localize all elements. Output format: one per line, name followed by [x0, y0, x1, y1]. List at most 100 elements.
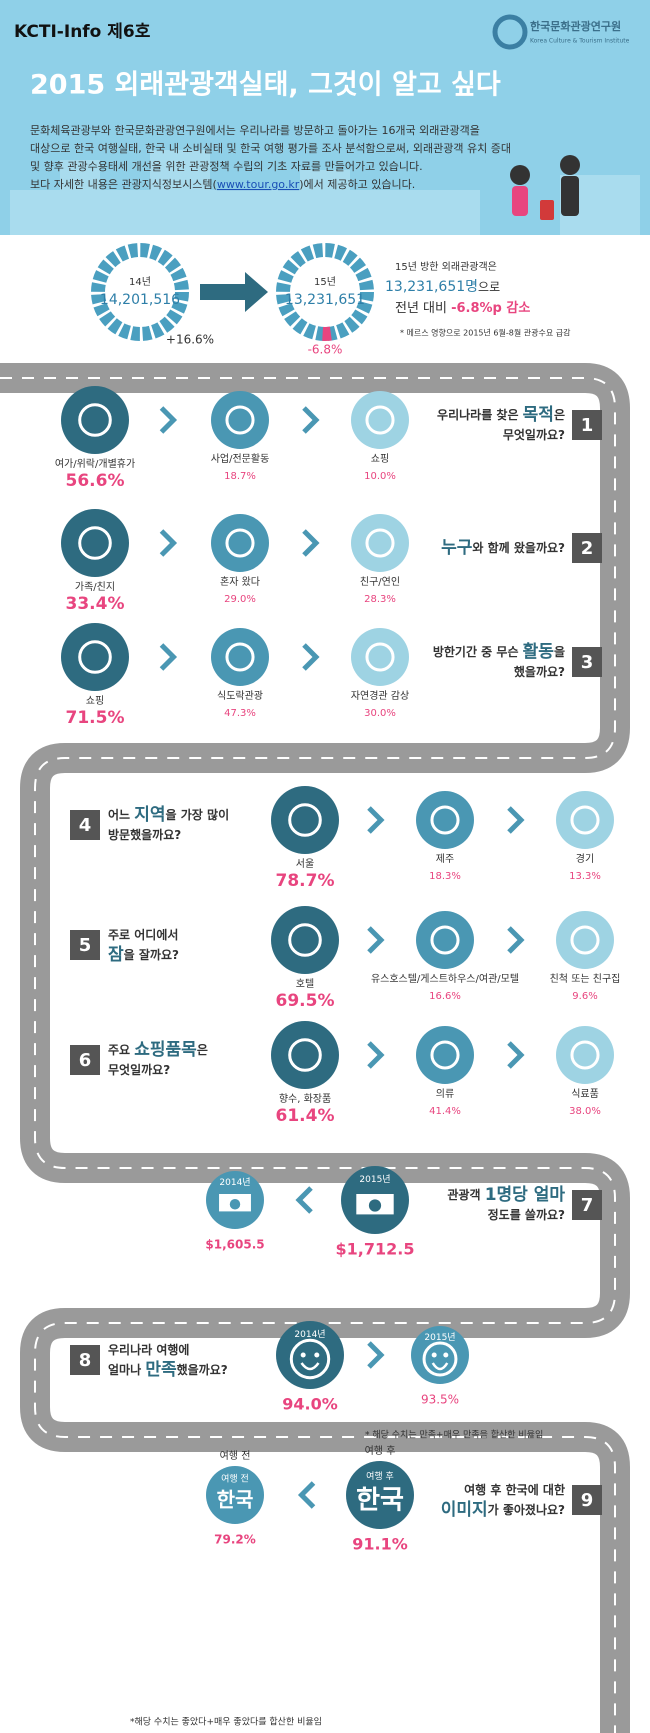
link[interactable]: www.tour.go.kr [217, 178, 300, 191]
question-text: 주로 어디에서 [108, 927, 178, 942]
badge: KCTI-Info 제6호 [14, 22, 151, 42]
icon [211, 514, 269, 572]
eye [314, 1352, 320, 1358]
icon-glyph [78, 403, 112, 437]
item-label: 여가/위락/개별휴가 [55, 457, 135, 470]
item-value: 91.1% [352, 1535, 408, 1554]
icon [351, 628, 409, 686]
item-label: 친척 또는 친구집 [550, 973, 621, 985]
question-line: 어느 지역을 가장 많이 [108, 805, 229, 825]
question-em: 활동 [523, 641, 555, 662]
item-value: 28.3% [364, 594, 396, 605]
change: -6.8% [308, 343, 343, 357]
icon-glyph [225, 405, 255, 435]
item-label: 여행 후 [365, 1445, 396, 1457]
eye [431, 1352, 437, 1358]
icon [351, 514, 409, 572]
item-value: 93.5% [421, 1393, 459, 1407]
chevron [159, 529, 178, 557]
number: 2 [581, 538, 594, 559]
item-label: 제주 [436, 853, 454, 865]
question-text: 무엇일까요? [108, 1062, 170, 1077]
count: 14,201,516 [100, 292, 180, 308]
question-em: 목적 [523, 405, 554, 425]
footnote: *해당 수치는 좋았다+매우 좋았다를 합산한 비율임 [130, 1716, 322, 1728]
item-value: 61.4% [276, 1106, 335, 1126]
icon [416, 1026, 474, 1084]
question-text: 우리나라 여행에 [108, 1342, 189, 1357]
question-text: 주요 [108, 1043, 134, 1057]
icon-caption: 여행 전 [221, 1473, 249, 1485]
title: 2015 외래관광객실태, 그것이 알고 싶다 [30, 70, 501, 101]
item-value: 71.5% [66, 708, 125, 728]
icon [61, 623, 129, 691]
number: 1 [581, 415, 594, 436]
item-label: 가족/친지 [75, 581, 115, 593]
icon-glyph [365, 528, 395, 558]
item-value: 41.4% [429, 1106, 461, 1117]
face [422, 1341, 458, 1377]
face [289, 1338, 331, 1380]
number-box [70, 930, 100, 960]
skyline [10, 150, 640, 235]
item-value: $1,712.5 [336, 1240, 415, 1259]
intro-line: 문화체육관광부와 한국문화관광연구원에서는 우리나라를 방문하고 돌아가는 16… [30, 123, 480, 137]
chevron [367, 1041, 385, 1069]
item-value: 16.6% [429, 991, 461, 1002]
icon [556, 1026, 614, 1084]
note: 13,231,651명으로 [385, 279, 500, 295]
icon [351, 391, 409, 449]
icon [61, 509, 129, 577]
footnote: * 해당 수치는 만족+매우 만족을 합산한 비율임 [365, 1429, 543, 1441]
number: 8 [79, 1350, 92, 1371]
item-value: 69.5% [276, 991, 335, 1011]
number-box [572, 1485, 602, 1515]
icon-glyph [78, 526, 112, 560]
item-label: 향수, 화장품 [279, 1093, 331, 1105]
question-text: 와 함께 왔을까요? [472, 540, 565, 555]
question-text: 을 잘까요? [124, 947, 179, 962]
item-value: 18.3% [429, 871, 461, 882]
item-label: 혼자 왔다 [220, 575, 260, 588]
question-line: 무엇일까요? [503, 427, 565, 442]
question-em: 잠 [108, 945, 124, 965]
question-em: 만족 [145, 1360, 177, 1380]
item-value: 38.0% [569, 1106, 601, 1117]
icon [416, 791, 474, 849]
icon-text: 한국 [356, 1486, 404, 1516]
question-line: 했을까요? [514, 664, 565, 679]
footnote: * 메르스 영향으로 2015년 6월-8월 관광수요 급감 [400, 328, 571, 338]
question-text: 을 [554, 645, 565, 659]
icon-caption: 여행 후 [366, 1470, 394, 1482]
item-label: 사업/전문활동 [211, 452, 270, 465]
intro-line: 보다 자세한 내용은 관광지식정보시스템(www.tour.go.kr)에서 제… [30, 177, 415, 191]
chevron [302, 643, 320, 671]
icon [271, 786, 339, 854]
number-box [572, 410, 602, 440]
question-text: 여행 후 한국에 대한 [464, 1482, 565, 1497]
icon [271, 906, 339, 974]
question-em: 1명당 얼마 [485, 1185, 566, 1205]
question-line: 누구와 함께 왔을까요? [441, 538, 565, 558]
icon-glyph [570, 925, 600, 955]
chevron [507, 806, 525, 834]
question-text: 무엇일까요? [503, 427, 565, 442]
icon-glyph [570, 1040, 600, 1070]
item-label: 의류 [436, 1088, 454, 1100]
item-label: 쇼핑 [371, 453, 389, 465]
question-text: 은 [197, 1043, 208, 1057]
icon [271, 1021, 339, 1089]
icon-glyph [78, 640, 112, 674]
icon [346, 1461, 414, 1529]
org: 한국문화관광연구원 [530, 19, 621, 33]
chevron [507, 1041, 525, 1069]
question-line: 주로 어디에서 [108, 927, 178, 942]
mouth [300, 1362, 320, 1371]
intro-text: 보다 자세한 내용은 관광지식정보시스템( [30, 178, 217, 191]
item-value: $1,605.5 [205, 1238, 264, 1252]
item-value: 29.0% [224, 594, 256, 605]
road-line [0, 377, 616, 1733]
travelers [510, 155, 580, 220]
icon-caption: 2015년 [424, 1332, 455, 1343]
